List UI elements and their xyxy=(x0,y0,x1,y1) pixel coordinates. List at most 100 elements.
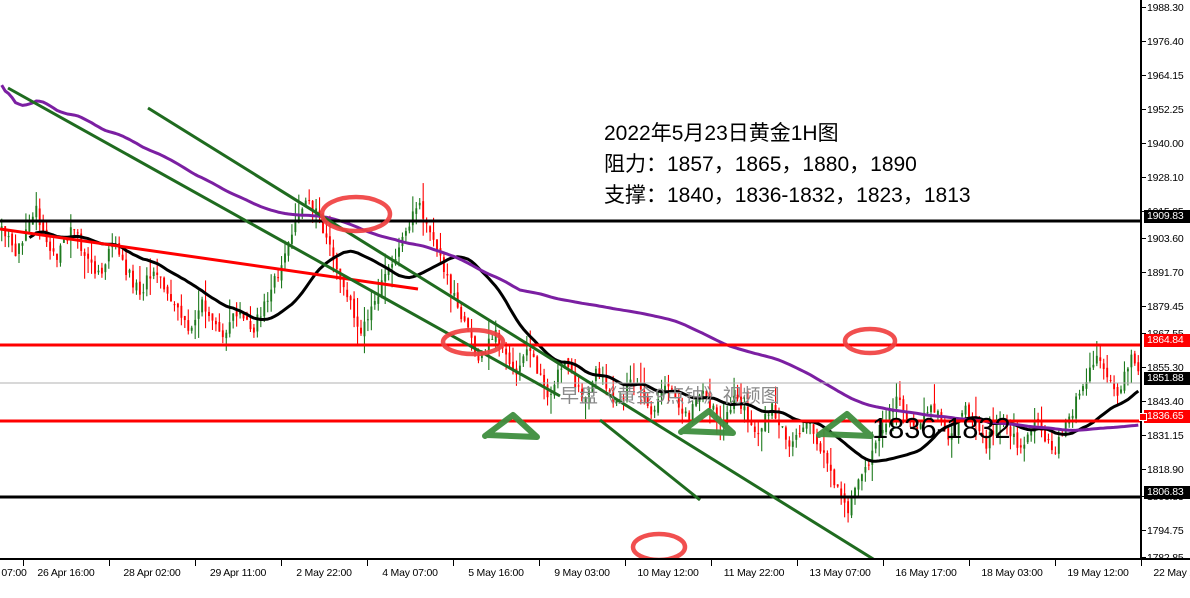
candle-body xyxy=(170,294,172,302)
candle-body xyxy=(1082,386,1084,392)
candle-body xyxy=(235,311,238,317)
price-tick-mark xyxy=(1142,367,1146,368)
candle-body xyxy=(145,275,148,290)
price-badge-1851-88[interactable]: 1851.88 xyxy=(1144,372,1190,385)
candle-body xyxy=(446,274,449,276)
price-tick-label: 1976.40 xyxy=(1147,36,1184,48)
channel-green-inner[interactable] xyxy=(599,418,701,502)
time-tick-mark xyxy=(711,560,712,566)
candle-body xyxy=(418,202,421,206)
time-tick-mark xyxy=(367,560,368,566)
price-tick-mark xyxy=(1142,530,1146,531)
candle-body xyxy=(743,406,746,411)
ellipse-breakdown-1909[interactable] xyxy=(319,194,393,234)
candle-body xyxy=(505,348,508,355)
price-badge-1864-84[interactable]: 1864.84 xyxy=(1144,334,1190,347)
price-tick-mark xyxy=(1142,41,1146,42)
candle-body xyxy=(94,261,96,274)
candle-body xyxy=(287,242,290,256)
candle-body xyxy=(1057,437,1060,454)
candle-body xyxy=(919,423,922,429)
candle-body xyxy=(411,211,414,226)
candle-body xyxy=(1116,387,1119,396)
candle-body xyxy=(1009,426,1012,437)
ellipse-resistance-1864-mid[interactable] xyxy=(440,327,506,357)
triangle-support-3[interactable] xyxy=(816,411,874,439)
triangle-support-2[interactable] xyxy=(678,408,736,436)
candle-body xyxy=(653,409,656,412)
price-tick-mark xyxy=(1142,177,1146,178)
candle-body xyxy=(795,434,798,440)
triangle-support-1[interactable] xyxy=(482,412,540,440)
candle-body xyxy=(695,399,698,406)
candle-body xyxy=(1023,444,1026,449)
candle-body xyxy=(619,399,622,401)
time-tick-mark xyxy=(625,560,626,566)
candle-body xyxy=(639,382,642,390)
time-tick-mark xyxy=(453,560,454,566)
candle-body xyxy=(208,311,210,317)
candle-body xyxy=(342,279,345,288)
candle-body xyxy=(570,364,573,374)
price-tick-mark xyxy=(1142,7,1146,8)
candle-body xyxy=(729,409,732,413)
price-axis[interactable]: 1988.30 1976.40 1964.15 1952.25 1940.00 1928.… xyxy=(1139,0,1190,564)
price-tick-label: 1831.15 xyxy=(1147,430,1184,442)
price-badge-1909-83[interactable]: 1909.83 xyxy=(1144,210,1190,223)
candle-body xyxy=(1123,371,1126,391)
candle-body xyxy=(864,467,867,473)
candle-body xyxy=(442,257,445,272)
time-tick-label: 19 May 12:00 xyxy=(1067,567,1129,579)
candle-body xyxy=(159,276,162,278)
candle-body xyxy=(297,214,300,222)
candle-body xyxy=(301,208,304,215)
price-badge-1836-65[interactable]: 1836.65 xyxy=(1139,410,1190,423)
price-tick: 1952.25 xyxy=(1142,103,1190,117)
candle-body xyxy=(988,431,991,449)
candle-body xyxy=(142,292,145,294)
time-tick-mark xyxy=(1055,560,1056,566)
time-tick-label: 13 May 07:00 xyxy=(809,567,871,579)
candle-body xyxy=(1088,367,1091,382)
time-tick-label: 9 May 03:00 xyxy=(554,567,610,579)
candle-body xyxy=(87,253,90,259)
candle-body xyxy=(771,403,774,416)
candle-body xyxy=(598,368,601,376)
candle-body xyxy=(83,252,86,256)
candle-body xyxy=(532,353,535,357)
price-tick-mark xyxy=(1142,272,1146,273)
ellipse-low-pivot[interactable] xyxy=(630,531,688,558)
candle-body xyxy=(781,426,784,428)
candle-body xyxy=(498,332,501,346)
candle-body xyxy=(214,320,217,325)
channel-green-upper[interactable] xyxy=(7,86,561,398)
price-badge-1806-83[interactable]: 1806.83 xyxy=(1144,486,1190,499)
price-tick-label: 1964.15 xyxy=(1147,70,1184,82)
candle-body xyxy=(118,243,121,255)
candle-body xyxy=(1092,364,1095,368)
candle-body xyxy=(912,422,915,427)
annotation-resistance: 阻力：1857，1865，1880，1890 xyxy=(604,153,917,176)
candle-body xyxy=(826,452,829,464)
candle-body xyxy=(923,412,926,423)
price-tick-mark xyxy=(1142,143,1146,144)
candle-body xyxy=(467,318,470,328)
candle-body xyxy=(429,226,432,233)
candle-body xyxy=(1050,440,1053,451)
candle-body xyxy=(308,199,311,201)
candle-body xyxy=(784,427,787,440)
candle-body xyxy=(867,464,870,466)
price-tick: 1928.10 xyxy=(1142,171,1190,185)
candle-body xyxy=(584,396,587,403)
candle-body xyxy=(190,327,193,331)
candle-body xyxy=(69,227,72,240)
candle-body xyxy=(674,389,677,399)
candle-body xyxy=(930,405,932,413)
candle-body xyxy=(905,411,908,420)
time-axis[interactable]: 07:00 26 Apr 16:00 28 Apr 02:00 29 Apr 11:0… xyxy=(0,558,1190,598)
candle-body xyxy=(166,286,169,294)
ellipse-resistance-1864-right[interactable] xyxy=(842,326,898,356)
price-tick: 1879.45 xyxy=(1142,300,1190,314)
price-chart-plot-area[interactable] xyxy=(0,0,1140,558)
channel-green-lower[interactable] xyxy=(147,106,878,558)
